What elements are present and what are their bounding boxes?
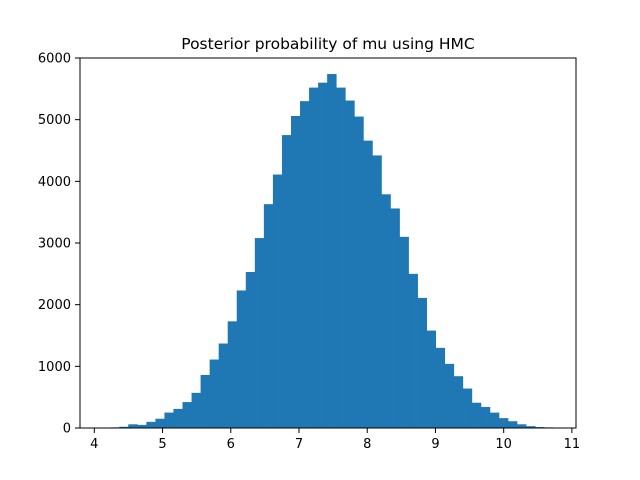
histogram-bar xyxy=(345,100,355,429)
histogram-bar xyxy=(471,402,482,428)
histogram-bar xyxy=(309,87,319,428)
histogram-bar xyxy=(526,426,536,428)
histogram-bar xyxy=(390,208,400,428)
histogram-bar xyxy=(155,418,165,428)
histogram-bar xyxy=(435,347,446,428)
x-axis: 4 5 6 7 8 9 10 11 xyxy=(90,428,580,452)
histogram-bar xyxy=(444,363,455,428)
x-tick-label: 5 xyxy=(158,437,166,452)
histogram-bar xyxy=(191,392,201,428)
x-tick-label: 9 xyxy=(431,437,439,452)
histogram-bar xyxy=(227,321,238,428)
histogram-bar xyxy=(327,74,337,429)
histogram-bar xyxy=(372,155,382,428)
histogram-bar xyxy=(489,412,500,428)
histogram-bar xyxy=(200,374,211,428)
y-tick-label: 1000 xyxy=(38,360,71,375)
histogram-bar xyxy=(173,408,183,428)
x-tick-label: 10 xyxy=(495,437,512,452)
x-tick-label: 8 xyxy=(363,437,371,452)
histogram-bar xyxy=(236,290,247,428)
histogram-bar xyxy=(272,174,283,428)
histogram-bar xyxy=(363,140,373,428)
histogram-bar xyxy=(290,115,301,428)
histogram-bar xyxy=(182,402,192,428)
y-tick-label: 5000 xyxy=(38,113,71,128)
histogram-bar xyxy=(453,376,464,428)
histogram-bar xyxy=(119,426,129,428)
y-axis: 0 1000 2000 3000 4000 5000 6000 xyxy=(38,52,80,437)
histogram-bar xyxy=(336,87,346,428)
histogram-bar xyxy=(399,236,409,428)
histogram-bar xyxy=(408,273,418,428)
histogram-bar xyxy=(146,421,156,428)
y-tick-label: 6000 xyxy=(38,52,71,67)
x-tick-label: 11 xyxy=(564,437,581,452)
chart-title: Posterior probability of mu using HMC xyxy=(181,35,474,53)
histogram-bar xyxy=(354,116,364,428)
x-tick-label: 7 xyxy=(295,437,303,452)
histogram-bar xyxy=(462,388,473,428)
x-tick-label: 4 xyxy=(90,437,98,452)
y-tick-label: 3000 xyxy=(38,237,71,252)
histogram-bars xyxy=(101,74,554,429)
histogram-bar xyxy=(507,421,518,428)
histogram-bar xyxy=(318,82,328,429)
histogram-bar xyxy=(426,330,437,428)
histogram-bar xyxy=(498,418,509,428)
y-tick-label: 0 xyxy=(63,422,71,437)
histogram-bar xyxy=(254,238,265,428)
histogram-bar xyxy=(164,412,174,428)
y-tick-label: 4000 xyxy=(38,175,71,190)
histogram-bar xyxy=(516,424,527,428)
x-tick-label: 6 xyxy=(227,437,235,452)
histogram-bar xyxy=(128,424,138,428)
histogram-bar xyxy=(300,101,310,429)
histogram-bar xyxy=(209,359,220,428)
histogram-bar xyxy=(417,297,427,428)
y-tick-label: 2000 xyxy=(38,298,71,313)
histogram-bar xyxy=(281,135,292,429)
histogram-bar xyxy=(263,204,274,428)
histogram-bar xyxy=(381,194,391,428)
histogram-bar xyxy=(480,407,491,428)
histogram-bar xyxy=(137,424,147,428)
histogram-bar xyxy=(218,343,229,428)
histogram-bar xyxy=(245,271,256,428)
